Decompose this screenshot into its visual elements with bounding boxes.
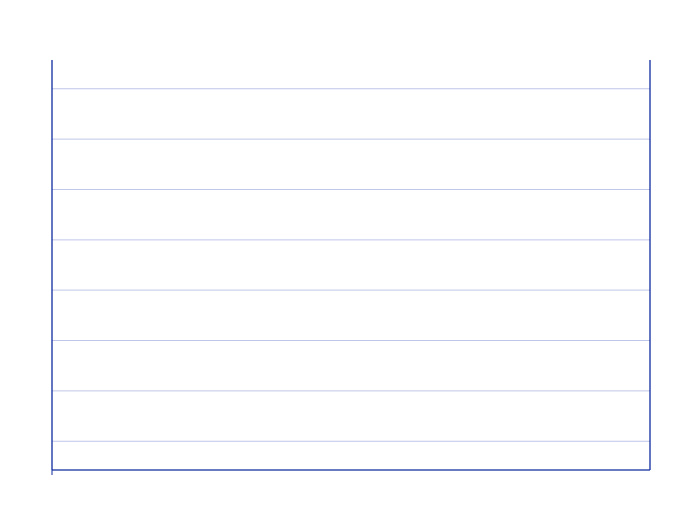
- multi-line-chart: [0, 0, 700, 508]
